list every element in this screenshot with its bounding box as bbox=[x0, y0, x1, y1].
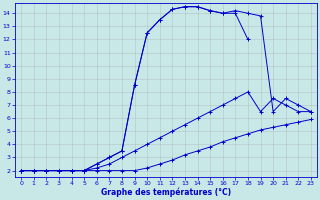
X-axis label: Graphe des températures (°C): Graphe des températures (°C) bbox=[101, 188, 231, 197]
